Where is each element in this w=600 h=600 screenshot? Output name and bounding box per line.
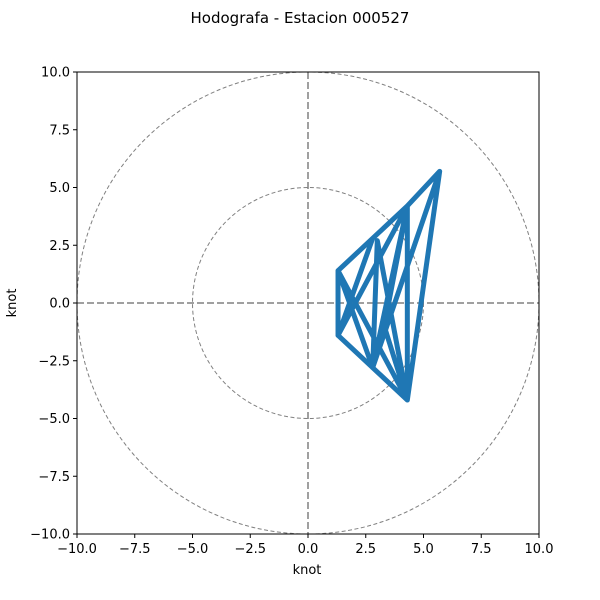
x-tick-label: −7.5 xyxy=(119,542,151,557)
y-tick-label: −5.0 xyxy=(38,412,70,427)
x-tick-label: 0.0 xyxy=(298,542,319,557)
y-tick-label: −10.0 xyxy=(30,528,70,543)
x-tick-label: 5.0 xyxy=(413,542,434,557)
x-tick-label: −2.5 xyxy=(234,542,266,557)
y-tick-label: −7.5 xyxy=(38,470,70,485)
y-tick-label: 5.0 xyxy=(49,181,70,196)
y-axis-label: knot xyxy=(5,289,20,318)
x-tick-label: −10.0 xyxy=(57,542,97,557)
series-layer xyxy=(335,168,443,403)
x-tick-label: −5.0 xyxy=(177,542,209,557)
y-tick-label: 2.5 xyxy=(49,239,70,254)
chart-title: Hodografa - Estacion 000527 xyxy=(191,9,410,27)
y-tick-label: 10.0 xyxy=(41,66,70,81)
x-tick-label: 7.5 xyxy=(471,542,492,557)
hodograph-trace xyxy=(335,168,443,403)
x-axis-label: knot xyxy=(293,563,322,578)
y-axis-ticks: −10.0 −7.5 −5.0 −2.5 0.0 2.5 5.0 7.5 10.0 xyxy=(30,66,77,543)
y-tick-label: −2.5 xyxy=(38,354,70,369)
x-tick-label: 10.0 xyxy=(525,542,554,557)
x-tick-label: 2.5 xyxy=(355,542,376,557)
y-tick-label: 0.0 xyxy=(49,297,70,312)
zero-lines xyxy=(77,72,539,534)
plot-area xyxy=(76,71,540,535)
y-tick-label: 7.5 xyxy=(49,123,70,138)
x-axis-ticks: −10.0 −7.5 −5.0 −2.5 0.0 2.5 5.0 7.5 10.0 xyxy=(57,534,553,557)
